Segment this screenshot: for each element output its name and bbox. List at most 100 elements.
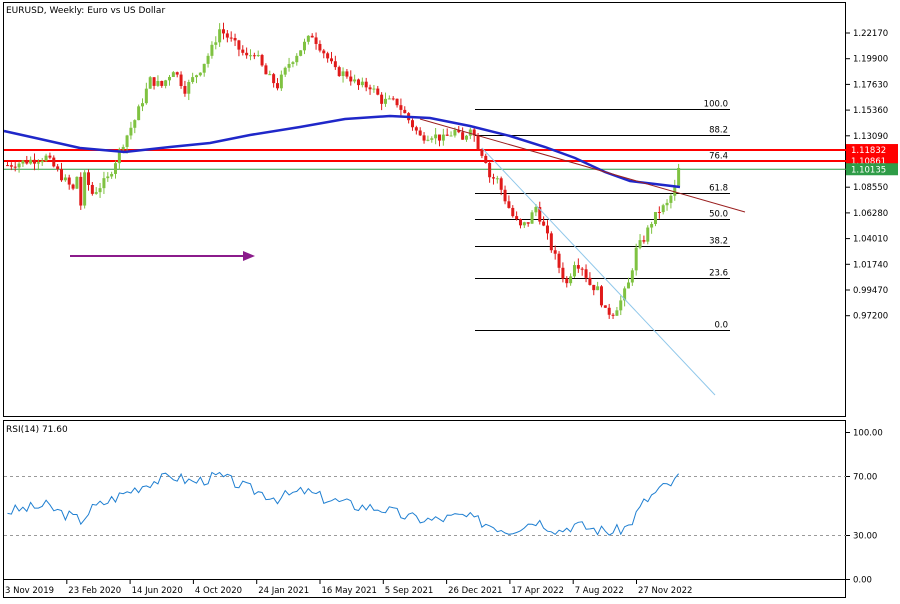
candle-body	[152, 77, 156, 86]
candle-body	[156, 80, 160, 86]
candle-body	[372, 88, 376, 90]
price-tick-label: 1.08550	[853, 183, 888, 193]
candle-body	[383, 98, 387, 104]
candle-body	[646, 227, 650, 242]
candle-body	[245, 52, 249, 56]
candle-body	[329, 58, 333, 62]
candle-body	[395, 98, 399, 106]
candle-body	[337, 67, 341, 77]
candle-body	[86, 172, 90, 185]
candle-body	[287, 63, 291, 68]
candle-body	[341, 71, 345, 77]
candle-body	[418, 130, 422, 136]
candle-body	[603, 305, 607, 308]
candle-body	[441, 134, 445, 141]
candle-body	[36, 162, 40, 164]
candle-body	[137, 106, 141, 121]
price-tag-label: 1.10135	[851, 165, 886, 175]
rsi-label: RSI(14) 71.60	[6, 425, 68, 435]
candle-body	[279, 74, 283, 89]
candle-body	[387, 98, 391, 100]
fib-level-label: 23.6	[709, 269, 728, 279]
price-tag-label: 1.10861	[851, 157, 886, 167]
candle-body	[592, 284, 596, 291]
candle-body	[275, 83, 279, 89]
candle-body	[314, 37, 318, 44]
price-tick-label: 1.06280	[853, 209, 888, 219]
candle-body	[40, 160, 44, 163]
time-tick-label: 17 Apr 2022	[511, 586, 564, 596]
symbol-info: EURUSD, Weekly: Euro vs US Dollar	[6, 6, 165, 16]
candle-body	[67, 177, 71, 185]
candle-body	[17, 163, 21, 168]
price-tick-label: 0.99470	[853, 286, 888, 296]
price-tag-label: 1.11832	[851, 146, 886, 156]
candle-body	[476, 135, 480, 150]
candle-body	[457, 129, 461, 133]
price-tick-label: 1.22170	[853, 29, 888, 39]
price-tag-box	[846, 163, 898, 176]
candle-body	[650, 223, 654, 228]
candle-body	[353, 79, 357, 82]
candle-body	[584, 269, 588, 278]
candle-body	[499, 178, 503, 190]
candle-body	[9, 165, 13, 167]
fib-level-label: 38.2	[709, 237, 728, 247]
candle-body	[638, 240, 642, 248]
candle-body	[110, 173, 114, 177]
candle-body	[59, 169, 63, 181]
time-tick-label: 5 Sep 2021	[385, 586, 433, 596]
price-tick-label: 0.97200	[853, 312, 888, 322]
candle-body	[364, 81, 368, 88]
time-tick-label: 16 May 2021	[322, 586, 377, 596]
candle-body	[572, 265, 576, 277]
chart-overlays[interactable]	[3, 114, 746, 396]
time-tick-label: 14 Jun 2020	[132, 586, 183, 596]
candle-body	[194, 75, 198, 78]
price-axis: 1.22170 1.19900 1.17630 1.15360 1.13090 1.108…	[846, 29, 888, 322]
candle-body	[25, 160, 29, 164]
candle-body	[13, 166, 17, 168]
candle-body	[515, 216, 519, 220]
candle-body	[360, 81, 364, 86]
candle-body	[673, 185, 677, 196]
candle-body	[133, 120, 137, 128]
price-tick-label: 1.13090	[853, 132, 888, 142]
candle-body	[422, 135, 426, 141]
candle-body	[94, 192, 98, 194]
candle-body	[79, 176, 83, 206]
rsi-indicator: 100.00 70.00 30.00 0.00	[4, 429, 883, 586]
price-tick-label: 1.19900	[853, 55, 888, 65]
candle-body	[380, 94, 384, 104]
candle-body	[302, 41, 306, 51]
candle-body	[461, 132, 465, 140]
candle-body	[630, 270, 634, 283]
candle-body	[356, 79, 360, 86]
candle-body	[545, 225, 549, 234]
candle-body	[248, 55, 252, 57]
candle-body	[426, 139, 430, 141]
candle-body	[299, 50, 303, 56]
candle-body	[511, 207, 515, 217]
candle-body	[83, 172, 87, 206]
candle-body	[491, 177, 495, 179]
candle-body	[557, 253, 561, 268]
rsi-tick-label: 30.00	[853, 532, 877, 542]
candle-body	[75, 176, 79, 189]
candle-body	[522, 222, 526, 226]
candle-body	[553, 250, 557, 254]
candle-body	[113, 163, 117, 174]
candle-body	[175, 72, 179, 75]
candle-body	[403, 109, 407, 114]
candle-body	[484, 155, 488, 163]
candle-body	[399, 105, 403, 110]
candle-body	[295, 55, 299, 63]
candle-body	[221, 29, 225, 34]
candle-body	[472, 129, 476, 136]
candle-body	[90, 184, 94, 194]
candle-body	[106, 176, 110, 179]
candle-body	[206, 55, 210, 64]
candle-body	[345, 71, 349, 77]
